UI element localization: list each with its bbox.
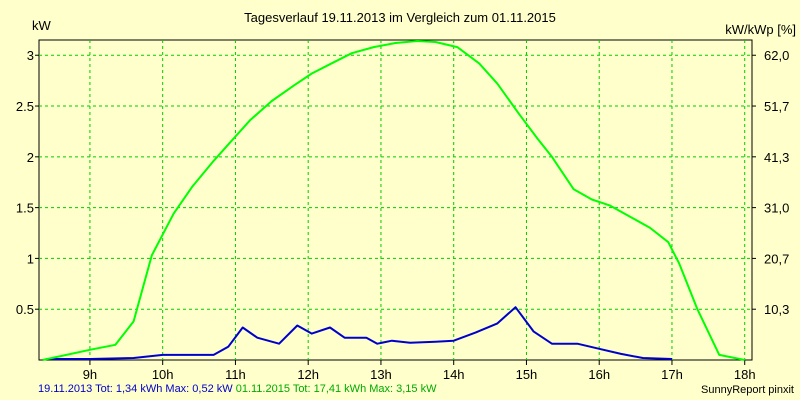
y-tick-label-left: 3 bbox=[27, 48, 34, 63]
footer-summary: 19.11.2013 Tot: 1,34 kWh Max: 0,52 kW 01… bbox=[38, 383, 436, 395]
series-1-summary: 19.11.2013 Tot: 1,34 kWh Max: 0,52 kW bbox=[38, 383, 233, 395]
left-axis-unit: kW bbox=[32, 18, 51, 33]
y-tick-label-left: 1 bbox=[27, 251, 34, 266]
x-tick-label: 12h bbox=[297, 367, 319, 382]
series-2-summary: 01.11.2015 Tot: 17,41 kWh Max: 3,15 kW bbox=[235, 383, 437, 395]
x-tick-label: 11h bbox=[225, 367, 246, 382]
y-tick-label-right: 41,3 bbox=[764, 150, 789, 165]
y-tick-label-right: 20,7 bbox=[764, 251, 789, 266]
credit-text: SunnyReport pinxit bbox=[701, 384, 794, 396]
right-axis-unit: kW/kWp [%] bbox=[725, 22, 796, 37]
x-tick-label: 9h bbox=[83, 367, 97, 382]
y-tick-label-right: 62,0 bbox=[764, 48, 789, 63]
x-tick-label: 13h bbox=[370, 367, 392, 382]
series-line-2 bbox=[42, 40, 745, 361]
x-tick-label: 17h bbox=[661, 367, 683, 382]
plot-area bbox=[38, 39, 753, 361]
y-tick-label-left: 1.5 bbox=[16, 201, 34, 216]
y-tick-label-left: 2 bbox=[27, 150, 34, 165]
chart-title: Tagesverlauf 19.11.2013 im Vergleich zum… bbox=[244, 10, 556, 25]
x-tick-label: 10h bbox=[152, 367, 174, 382]
x-tick-label: 14h bbox=[443, 367, 465, 382]
y-tick-label-left: 0.5 bbox=[16, 302, 34, 317]
y-tick-label-left: 2.5 bbox=[16, 99, 34, 114]
x-tick-label: 18h bbox=[734, 367, 756, 382]
series-line-1 bbox=[46, 306, 673, 360]
y-tick-label-right: 10,3 bbox=[764, 302, 789, 317]
y-tick-label-right: 31,0 bbox=[764, 201, 789, 216]
x-tick-label: 16h bbox=[588, 367, 610, 382]
y-tick-label-right: 51,7 bbox=[764, 99, 789, 114]
x-tick-label: 15h bbox=[516, 367, 538, 382]
